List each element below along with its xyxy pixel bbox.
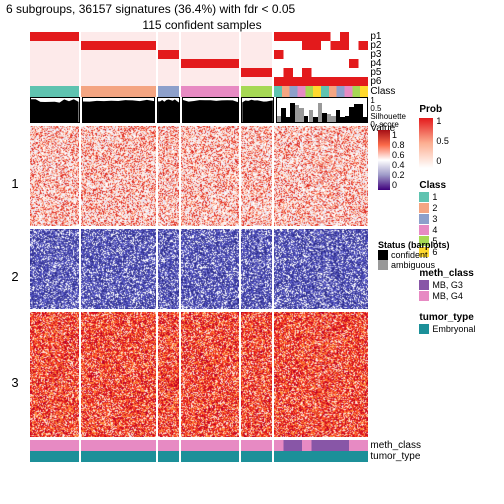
- class-label: Class: [370, 86, 415, 97]
- row-group-label: 2: [0, 235, 30, 318]
- legend-swatch: [419, 324, 429, 334]
- legend-label: 2: [432, 203, 437, 213]
- legend-item: Embryonal: [419, 324, 504, 334]
- legend-title: tumor_type: [419, 312, 504, 323]
- prob-track-p5: [30, 68, 369, 77]
- heatmap-section-3: [30, 312, 369, 437]
- figure: 6 subgroups, 36157 signatures (36.4%) wi…: [0, 0, 504, 504]
- legend-swatch: [419, 214, 429, 224]
- legend-item: 2: [419, 203, 504, 213]
- legend-label: MB, G4: [432, 291, 463, 301]
- silhouette-track: [30, 97, 369, 123]
- legend-swatch: [419, 225, 429, 235]
- legend-title: Prob: [419, 104, 504, 115]
- legend-gradient: 10.50: [419, 116, 504, 170]
- heatmap-section-1: [30, 126, 369, 226]
- legend-swatch: [419, 280, 429, 290]
- class-track: [30, 86, 369, 97]
- row-group-label: 3: [0, 318, 30, 446]
- prob-track-p1: [30, 32, 369, 41]
- figure-subtitle: 115 confident samples: [0, 18, 504, 32]
- legend-item: 3: [419, 214, 504, 224]
- legend-label: MB, G3: [432, 280, 463, 290]
- tumor-type-label: tumor_type: [370, 451, 415, 462]
- legend-label: 4: [432, 225, 437, 235]
- p-label: p6: [370, 77, 415, 86]
- prob-track-p4: [30, 59, 369, 68]
- legend-title: Class: [419, 180, 504, 191]
- prob-track-p3: [30, 50, 369, 59]
- row-group-label: 1: [0, 132, 30, 235]
- legend-item: 1: [419, 192, 504, 202]
- heatmap-section-2: [30, 229, 369, 309]
- meth-class-track: [30, 440, 369, 451]
- prob-track-p2: [30, 41, 369, 50]
- tumor-type-track: [30, 451, 369, 462]
- figure-title: 6 subgroups, 36157 signatures (36.4%) wi…: [0, 0, 504, 18]
- meth-class-label: meth_class: [370, 440, 415, 451]
- legend-label: 3: [432, 214, 437, 224]
- legend-item: MB, G3: [419, 280, 504, 290]
- legend-item: MB, G4: [419, 291, 504, 301]
- legend-item: 4: [419, 225, 504, 235]
- prob-track-p6: [30, 77, 369, 86]
- legend-label: 1: [432, 192, 437, 202]
- legend-swatch: [419, 192, 429, 202]
- status-legend: Status (barplots)confidentambiguous: [378, 240, 450, 270]
- legend-swatch: [419, 203, 429, 213]
- silhouette-label: 10.5 Silhouette0 score: [370, 97, 415, 123]
- legend-swatch: [419, 291, 429, 301]
- legend-label: Embryonal: [432, 324, 475, 334]
- value-legend: 10.80.60.40.20: [378, 130, 405, 190]
